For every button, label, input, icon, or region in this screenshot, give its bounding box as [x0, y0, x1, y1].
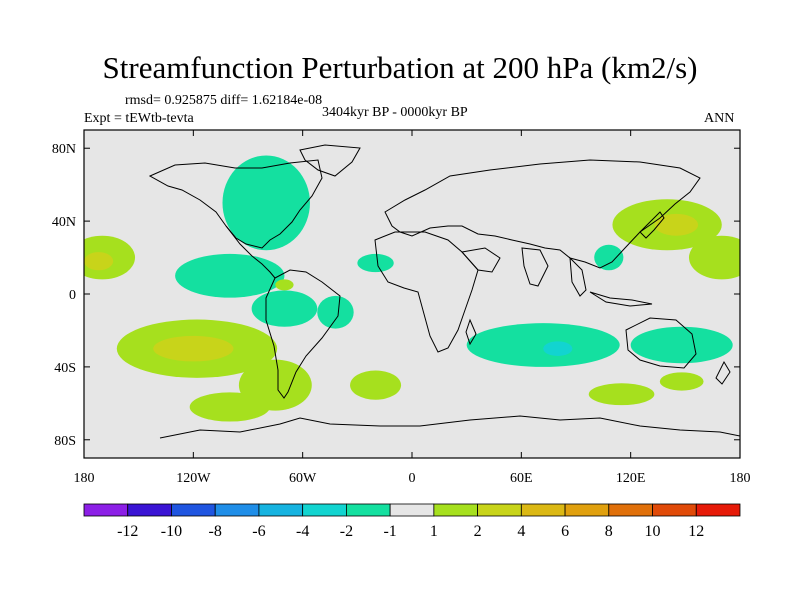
colorbar-box-7 [389, 503, 435, 517]
experiment-label: Expt = tEWtb-tevta [84, 111, 194, 126]
map-background [84, 130, 740, 458]
colorbar-label-4: -4 [296, 523, 309, 540]
x-tick-label-2: 60W [289, 471, 317, 486]
colorbar-box-4 [258, 503, 304, 517]
anomaly-region-17 [588, 383, 655, 406]
x-tick-label-3: 0 [409, 471, 416, 486]
colorbar-box-11 [564, 503, 610, 517]
anomaly-region-2 [251, 290, 318, 327]
colorbar: -12 -10 -8 -6 -4 -2 -1 1 2 4 6 8 10 12 [83, 503, 741, 540]
anomaly-region-16 [350, 370, 402, 400]
colorbar-box-5 [302, 503, 347, 517]
x-axis: 180 120W 60W 0 60E 120E 180 [74, 130, 751, 486]
y-axis: 80N 40N 0 40S 80S [52, 142, 740, 449]
colorbar-box-0 [83, 503, 129, 517]
colorbar-box-8 [433, 503, 479, 517]
colorbar-box-12 [608, 503, 653, 517]
x-tick-label-6: 180 [730, 471, 751, 486]
colorbar-label-8: 2 [474, 523, 482, 540]
colorbar-label-1: -10 [161, 523, 182, 540]
y-tick-label-1: 40N [52, 215, 76, 230]
colorbar-box-2 [171, 503, 216, 517]
y-tick-label-4: 80S [54, 434, 76, 449]
x-tick-label-5: 120E [616, 471, 646, 486]
anomaly-region-6 [630, 326, 733, 364]
colorbar-label-11: 8 [605, 523, 613, 540]
colorbar-box-14 [695, 503, 741, 517]
colorbar-box-3 [214, 503, 260, 517]
anomaly-region-0 [222, 155, 310, 251]
y-tick-label-2: 0 [69, 288, 76, 303]
colorbar-box-6 [345, 503, 391, 517]
stats-label: rmsd= 0.925875 diff= 1.62184e-08 [125, 93, 323, 108]
anomaly-region-5 [466, 323, 620, 367]
colorbar-label-3: -6 [252, 523, 265, 540]
x-tick-label-4: 60E [510, 471, 533, 486]
anomaly-region-3 [317, 295, 354, 329]
anomaly-region-18 [659, 372, 704, 391]
y-tick-label-0: 80N [52, 142, 76, 157]
colorbar-label-10: 6 [561, 523, 569, 540]
anomaly-region-21 [84, 252, 114, 271]
colorbar-box-10 [520, 503, 566, 517]
anomaly-region-20 [654, 213, 699, 236]
colorbar-label-9: 4 [517, 523, 525, 540]
x-tick-label-1: 120W [176, 471, 211, 486]
period-label: 3404kyr BP - 0000kyr BP [322, 105, 468, 120]
season-label: ANN [704, 111, 735, 126]
colorbar-label-0: -12 [117, 523, 138, 540]
x-tick-label-0: 180 [74, 471, 95, 486]
anomaly-region-10 [688, 235, 740, 280]
coastlines [148, 144, 740, 439]
anomaly-region-14 [189, 392, 270, 422]
anomaly-region-7 [594, 244, 624, 271]
colorbar-box-1 [127, 503, 172, 517]
colorbar-label-13: 12 [688, 523, 704, 540]
anomaly-region-19 [153, 335, 234, 362]
anomaly-region-4 [357, 253, 394, 273]
colorbar-label-12: 10 [645, 523, 661, 540]
colorbar-label-7: 1 [430, 523, 438, 540]
anomaly-region-8 [543, 341, 573, 356]
colorbar-label-5: -2 [340, 523, 353, 540]
y-tick-label-3: 40S [54, 361, 76, 376]
colorbar-box-9 [477, 503, 522, 517]
colorbar-label-6: -1 [383, 523, 396, 540]
anomaly-region-15 [275, 279, 294, 291]
anomaly-region-1 [175, 253, 285, 298]
colorbar-label-2: -8 [209, 523, 222, 540]
colorbar-box-13 [652, 503, 697, 517]
chart-title: Streamfunction Perturbation at 200 hPa (… [102, 50, 698, 85]
